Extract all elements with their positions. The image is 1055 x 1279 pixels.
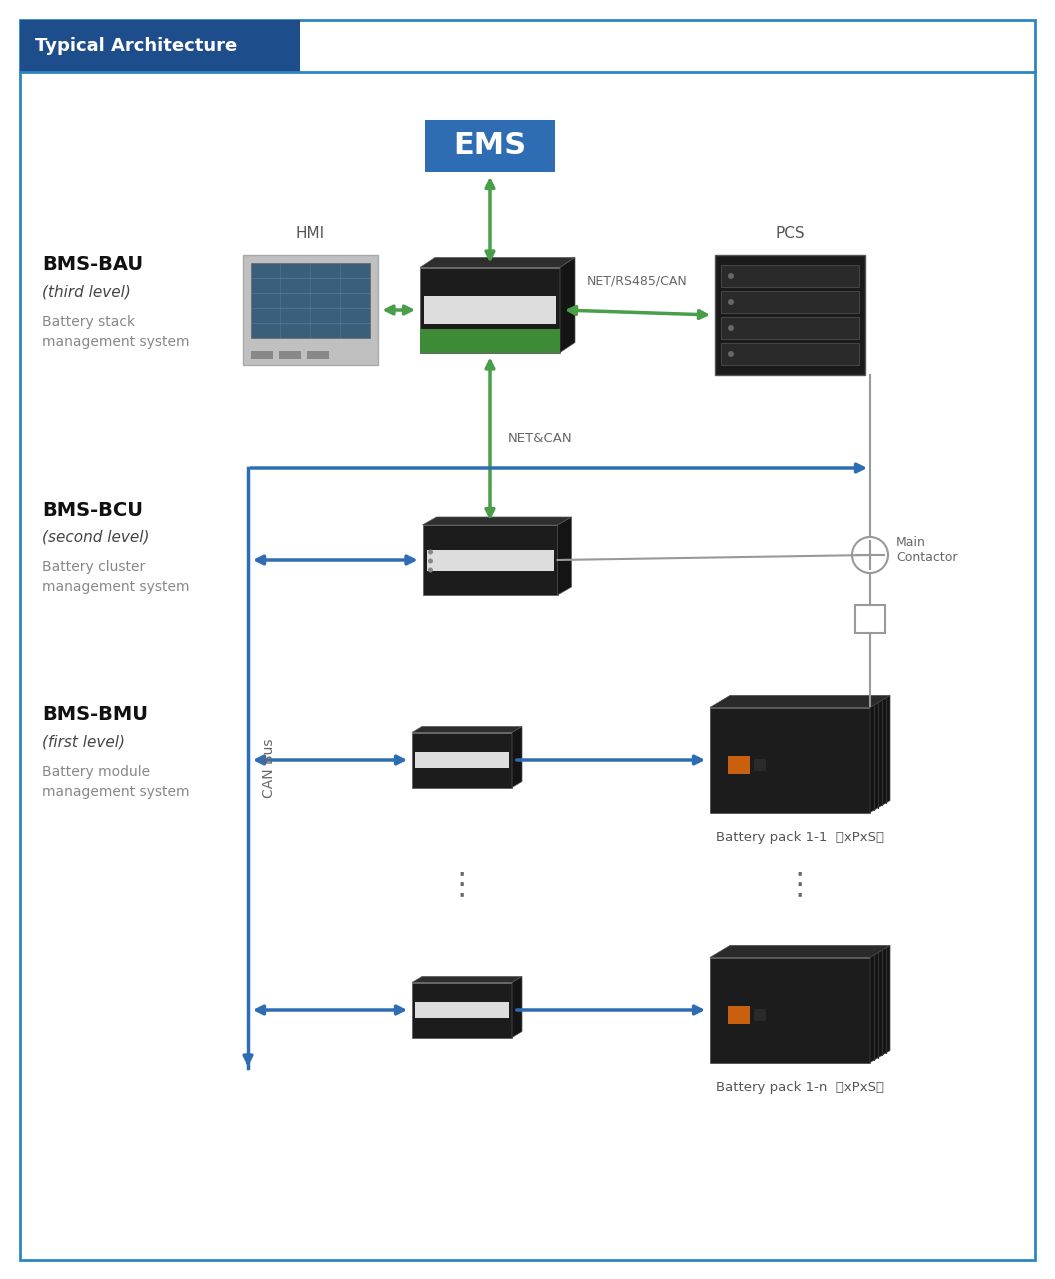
Text: BMS-BAU: BMS-BAU [42, 256, 143, 275]
Circle shape [428, 559, 433, 564]
FancyBboxPatch shape [420, 329, 560, 353]
Text: BMS-BMU: BMS-BMU [42, 706, 148, 724]
Text: (first level): (first level) [42, 734, 124, 749]
Circle shape [728, 299, 734, 304]
Text: NET/RS485/CAN: NET/RS485/CAN [588, 275, 688, 288]
FancyBboxPatch shape [420, 267, 560, 353]
FancyBboxPatch shape [425, 120, 555, 171]
FancyBboxPatch shape [307, 350, 328, 359]
Polygon shape [710, 945, 890, 958]
Circle shape [728, 350, 734, 357]
Text: PCS: PCS [775, 226, 805, 240]
FancyBboxPatch shape [279, 350, 301, 359]
Text: (third level): (third level) [42, 284, 131, 299]
Circle shape [428, 550, 433, 555]
Polygon shape [512, 726, 522, 788]
FancyBboxPatch shape [721, 343, 859, 365]
Circle shape [852, 537, 888, 573]
Text: HMI: HMI [295, 226, 325, 240]
Text: Main
Contactor: Main Contactor [896, 536, 958, 564]
Circle shape [728, 325, 734, 331]
Text: Battery cluster: Battery cluster [42, 560, 146, 574]
FancyBboxPatch shape [413, 982, 512, 1037]
FancyBboxPatch shape [250, 263, 369, 338]
Text: CAN Bus: CAN Bus [262, 738, 276, 798]
FancyBboxPatch shape [710, 707, 870, 812]
Text: management system: management system [42, 579, 190, 593]
Polygon shape [512, 976, 522, 1037]
FancyBboxPatch shape [250, 350, 272, 359]
Polygon shape [422, 517, 572, 524]
FancyBboxPatch shape [424, 297, 556, 324]
Text: Battery module: Battery module [42, 765, 150, 779]
FancyBboxPatch shape [413, 733, 512, 788]
Text: ⋮: ⋮ [785, 871, 816, 899]
FancyBboxPatch shape [728, 756, 750, 774]
Text: NET&CAN: NET&CAN [509, 432, 573, 445]
Polygon shape [710, 696, 890, 707]
FancyBboxPatch shape [20, 20, 300, 72]
FancyBboxPatch shape [422, 524, 557, 595]
FancyBboxPatch shape [426, 550, 554, 570]
Polygon shape [870, 696, 890, 812]
Polygon shape [557, 517, 572, 595]
Polygon shape [420, 257, 575, 267]
FancyBboxPatch shape [20, 20, 1035, 1260]
Text: management system: management system [42, 785, 190, 799]
Circle shape [428, 568, 433, 573]
FancyBboxPatch shape [721, 317, 859, 339]
Polygon shape [413, 726, 522, 733]
Text: Battery pack 1-1  （xPxS）: Battery pack 1-1 （xPxS） [716, 830, 884, 843]
Polygon shape [870, 945, 890, 1063]
Polygon shape [560, 257, 575, 353]
Text: Battery pack 1-n  （xPxS）: Battery pack 1-n （xPxS） [716, 1081, 884, 1094]
Text: Typical Architecture: Typical Architecture [35, 37, 237, 55]
FancyBboxPatch shape [754, 1009, 766, 1021]
Text: EMS: EMS [454, 132, 526, 160]
Text: ⋮: ⋮ [446, 871, 477, 899]
Circle shape [728, 272, 734, 279]
Text: BMS-BCU: BMS-BCU [42, 500, 143, 519]
Text: (second level): (second level) [42, 530, 150, 545]
FancyBboxPatch shape [721, 292, 859, 313]
FancyBboxPatch shape [855, 605, 885, 633]
FancyBboxPatch shape [415, 752, 509, 769]
Polygon shape [413, 976, 522, 982]
FancyBboxPatch shape [243, 255, 378, 365]
FancyBboxPatch shape [754, 758, 766, 771]
FancyBboxPatch shape [715, 255, 865, 375]
Text: management system: management system [42, 335, 190, 349]
FancyBboxPatch shape [721, 265, 859, 286]
FancyBboxPatch shape [415, 1001, 509, 1018]
FancyBboxPatch shape [728, 1007, 750, 1024]
FancyBboxPatch shape [710, 958, 870, 1063]
Text: Battery stack: Battery stack [42, 315, 135, 329]
